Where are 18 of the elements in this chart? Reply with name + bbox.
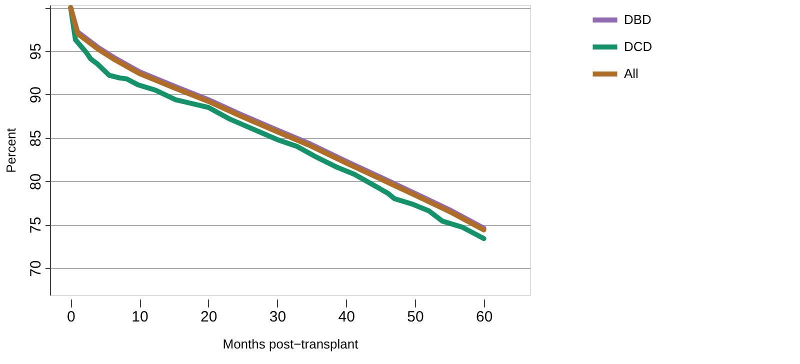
x-tick-label: 20 xyxy=(200,308,218,326)
x-tick-label: 10 xyxy=(132,308,148,326)
x-tick-label: 50 xyxy=(407,308,424,326)
y-tick-label: 85 xyxy=(28,130,44,147)
y-tick-label: 95 xyxy=(28,43,44,60)
x-tick-label: 60 xyxy=(476,308,493,326)
y-tick-label: 75 xyxy=(28,216,44,234)
legend-label: DBD xyxy=(624,12,652,27)
legend-label: All xyxy=(624,66,639,81)
y-tick-label: 90 xyxy=(28,86,44,104)
x-tick-label: 30 xyxy=(269,308,286,326)
y-tick-label: 80 xyxy=(28,173,44,190)
legend-label: DCD xyxy=(624,39,652,54)
y-axis-title: Percent xyxy=(4,128,18,173)
x-tick-label: 0 xyxy=(66,308,76,326)
x-tick-label: 40 xyxy=(338,308,355,326)
y-tick-label: 70 xyxy=(28,260,44,277)
x-axis-title: Months post−transplant xyxy=(222,336,359,352)
